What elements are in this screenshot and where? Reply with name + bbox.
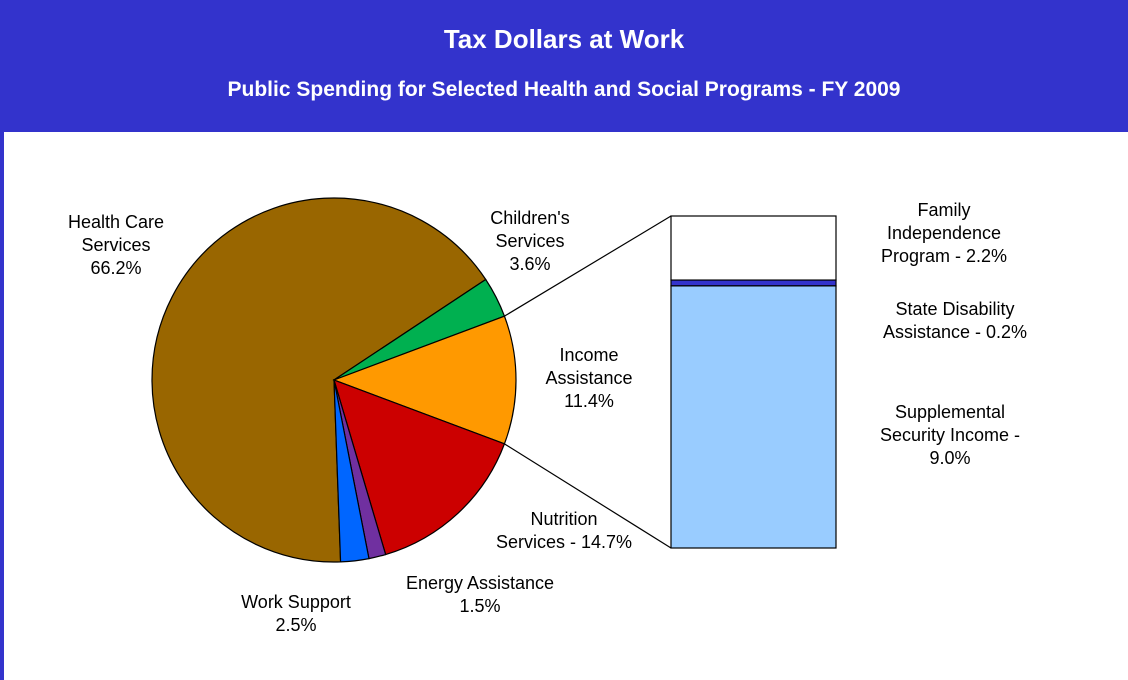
slice-label-children-s-services: Children's Services 3.6% [490,208,569,274]
pie-slice-work-support [333,379,370,563]
breakdown-label-family-independence-program: Family Independence Program - 2.2% [881,200,1007,266]
left-border [0,132,4,680]
slice-label-work-support: Work Support 2.5% [241,592,351,635]
pie-slice-nutrition-services [333,379,506,556]
breakdown-label-supplemental-security-income: Supplemental Security Income -9.0% [880,402,1020,468]
pie-slice-income-assistance [332,315,517,445]
chart-subtitle: Public Spending for Selected Health and … [227,78,901,101]
connector-line-bottom [504,443,672,549]
chart-title: Tax Dollars at Work [443,24,685,54]
breakdown-bar-family-independence-program [670,215,837,281]
breakdown-label-state-disability-assistance: State Disability Assistance - 0.2% [883,299,1027,342]
slice-label-income-assistance: Income Assistance 11.4% [545,345,632,411]
pie-slice-health-care-services [151,197,487,563]
slice-label-nutrition-services: Nutrition Services - 14.7% [496,509,632,552]
connector-line-top [504,215,672,317]
slice-label-health-care-services: Health Care Services 66.2% [68,212,164,278]
breakdown-bar-state-disability-assistance [670,279,837,287]
chart-header: Tax Dollars at Work Public Spending for … [0,0,1128,132]
slice-label-energy-assistance: Energy Assistance 1.5% [406,573,554,616]
breakdown-bar-supplemental-security-income [670,285,837,549]
